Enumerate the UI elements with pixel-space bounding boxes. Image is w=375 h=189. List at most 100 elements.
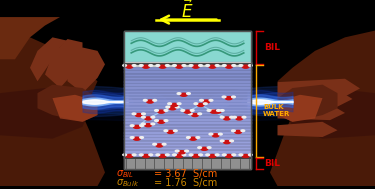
Bar [124, 148, 251, 152]
Circle shape [167, 130, 174, 133]
Circle shape [222, 65, 226, 66]
Circle shape [199, 65, 202, 66]
Circle shape [142, 113, 146, 115]
Circle shape [206, 65, 210, 66]
Circle shape [169, 107, 176, 110]
Circle shape [159, 65, 166, 68]
Circle shape [231, 130, 235, 132]
Circle shape [220, 140, 224, 142]
Circle shape [199, 154, 202, 156]
Circle shape [197, 103, 204, 106]
Circle shape [162, 143, 166, 145]
Polygon shape [278, 79, 360, 96]
Circle shape [217, 110, 220, 111]
Circle shape [158, 120, 165, 123]
Polygon shape [0, 88, 90, 139]
Circle shape [156, 144, 163, 147]
Circle shape [196, 137, 200, 138]
Polygon shape [278, 90, 352, 107]
Circle shape [164, 110, 168, 111]
Circle shape [141, 116, 145, 118]
Circle shape [230, 116, 234, 118]
Circle shape [130, 125, 134, 126]
Circle shape [126, 154, 133, 157]
Circle shape [177, 93, 181, 94]
Circle shape [158, 110, 165, 113]
Circle shape [135, 114, 142, 117]
Circle shape [242, 65, 249, 68]
Circle shape [242, 116, 246, 118]
Circle shape [168, 103, 171, 105]
Circle shape [147, 100, 153, 103]
Circle shape [140, 125, 144, 126]
Circle shape [164, 120, 168, 121]
Circle shape [207, 147, 211, 149]
Polygon shape [53, 95, 98, 122]
Circle shape [211, 110, 214, 111]
Polygon shape [278, 104, 345, 120]
Circle shape [181, 110, 184, 111]
Circle shape [192, 114, 198, 117]
Circle shape [189, 65, 193, 66]
Circle shape [172, 65, 176, 66]
Circle shape [123, 65, 126, 66]
Bar [124, 88, 251, 91]
Bar [124, 94, 251, 98]
Text: BIL: BIL [264, 159, 280, 168]
Bar [124, 113, 251, 117]
Circle shape [232, 116, 236, 118]
Circle shape [201, 147, 208, 150]
Circle shape [242, 154, 249, 157]
Circle shape [226, 65, 232, 68]
Circle shape [207, 110, 211, 111]
Circle shape [159, 154, 166, 157]
Circle shape [176, 65, 183, 68]
Circle shape [184, 110, 191, 113]
Circle shape [249, 154, 252, 156]
Circle shape [236, 117, 243, 120]
Circle shape [151, 116, 155, 118]
Bar [124, 91, 251, 94]
Circle shape [220, 110, 224, 111]
Circle shape [224, 117, 230, 120]
Circle shape [219, 133, 222, 135]
Circle shape [145, 124, 152, 127]
Circle shape [239, 65, 243, 66]
Circle shape [203, 100, 210, 103]
Circle shape [215, 154, 219, 156]
Circle shape [171, 103, 178, 106]
Circle shape [165, 154, 169, 156]
Circle shape [198, 113, 202, 115]
Circle shape [241, 130, 245, 132]
Text: WATER: WATER [262, 112, 290, 117]
Text: $\sigma_{\mathit{BIL}}$: $\sigma_{\mathit{BIL}}$ [116, 168, 135, 180]
Ellipse shape [43, 94, 332, 115]
Circle shape [206, 154, 210, 156]
Ellipse shape [146, 102, 229, 108]
Text: $\vec{E}$: $\vec{E}$ [181, 0, 194, 22]
Circle shape [186, 137, 190, 138]
Circle shape [192, 154, 199, 157]
Bar [124, 107, 251, 110]
Circle shape [185, 150, 189, 152]
Circle shape [212, 134, 219, 137]
Circle shape [143, 99, 147, 101]
Bar [124, 126, 251, 129]
Circle shape [175, 150, 179, 152]
Circle shape [215, 65, 219, 66]
Circle shape [166, 106, 170, 108]
Text: = 1.76  S/cm: = 1.76 S/cm [154, 178, 217, 188]
Circle shape [224, 141, 230, 144]
Circle shape [174, 130, 177, 132]
Circle shape [149, 154, 153, 156]
Circle shape [154, 110, 158, 111]
Ellipse shape [242, 92, 343, 111]
Circle shape [156, 65, 160, 66]
Bar [124, 62, 251, 66]
Circle shape [126, 65, 133, 68]
Circle shape [235, 130, 242, 133]
Polygon shape [285, 88, 375, 139]
Circle shape [151, 123, 155, 125]
Circle shape [230, 140, 234, 142]
Circle shape [192, 65, 199, 68]
